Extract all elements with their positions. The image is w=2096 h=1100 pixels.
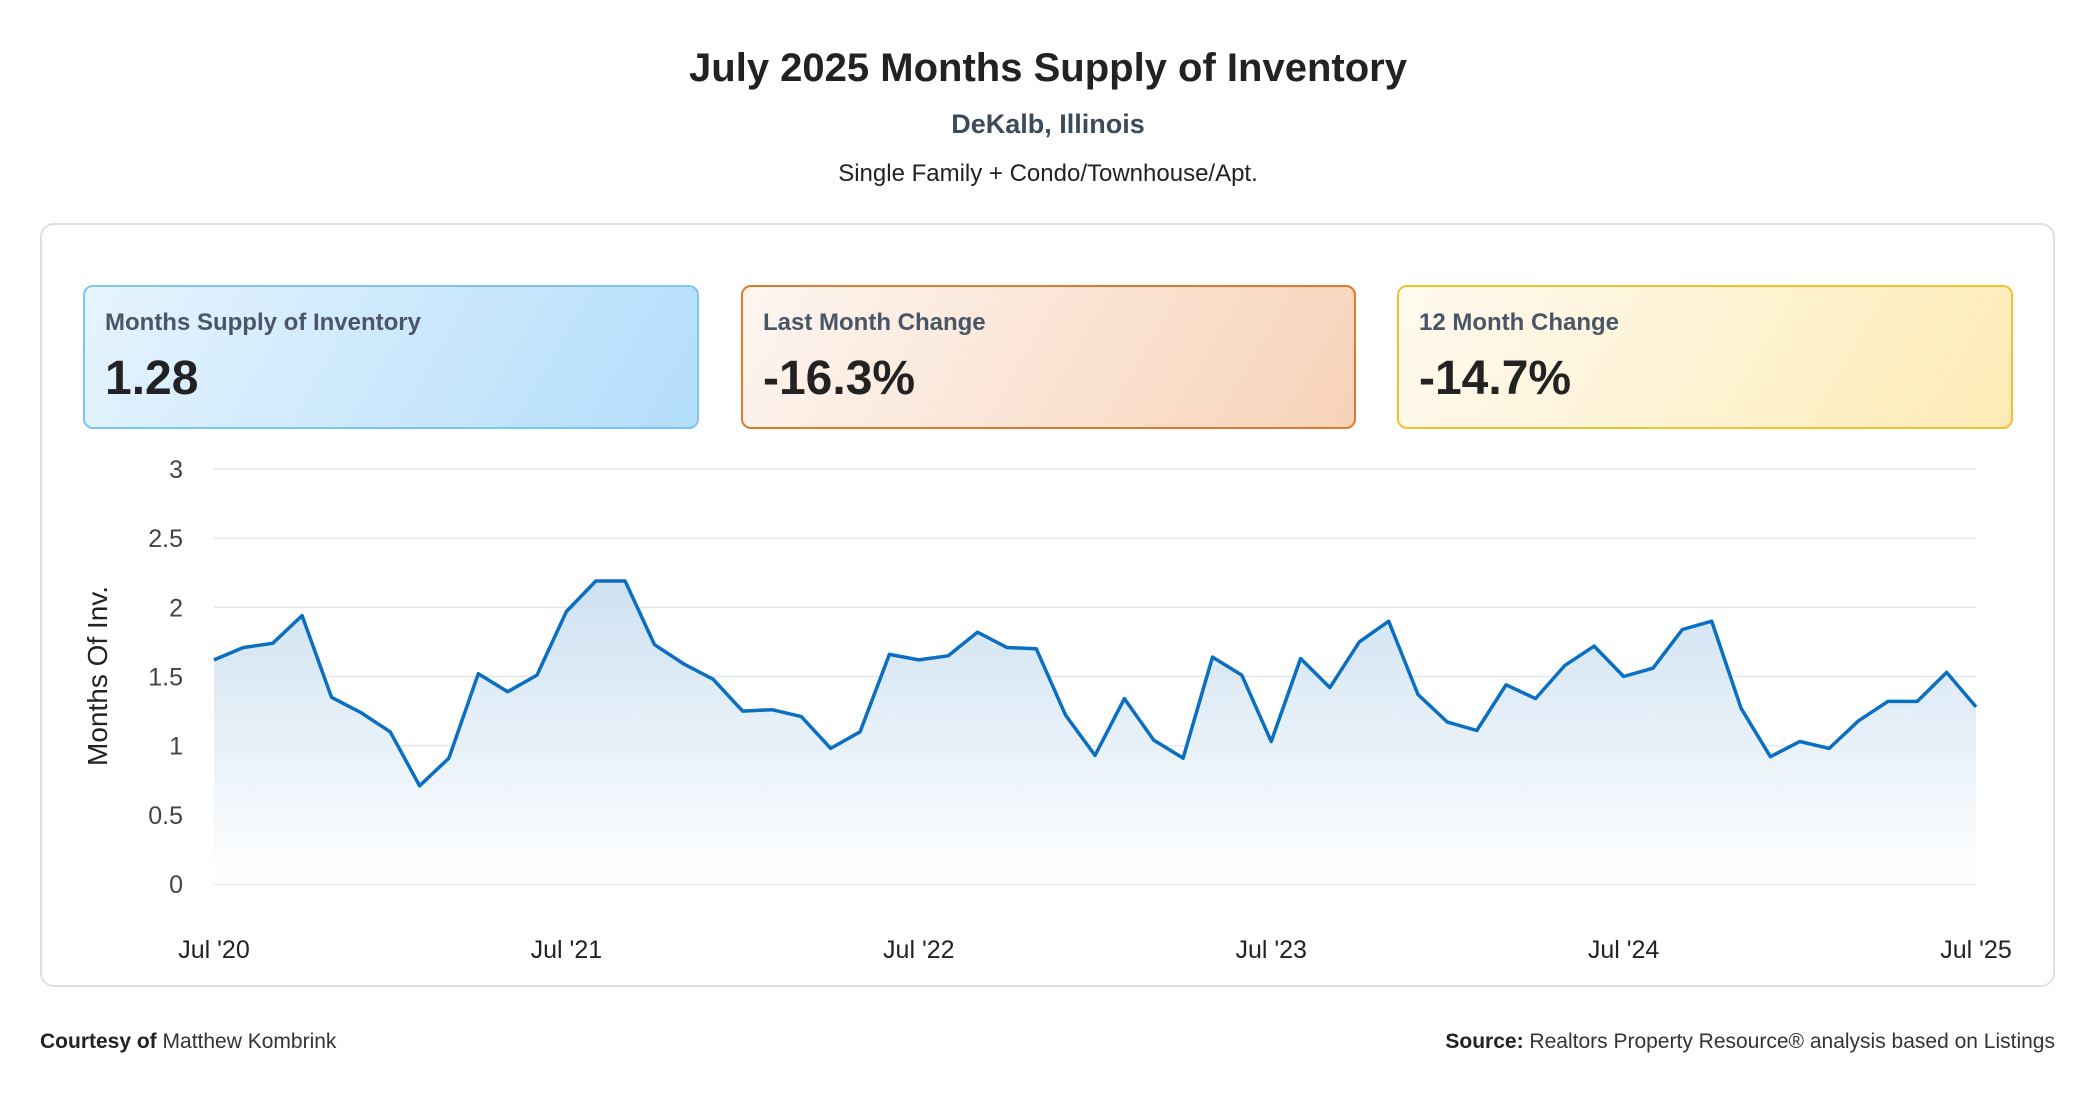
card-value: -14.7%	[1419, 352, 1572, 405]
area-fill	[214, 581, 1976, 884]
y-axis-title: Months Of Inv.	[82, 586, 113, 766]
card-value: 1.28	[105, 352, 199, 405]
chart-title: July 2025 Months Supply of Inventory	[689, 46, 1407, 90]
x-tick-label: Jul '25	[1940, 936, 2011, 964]
x-tick-label: Jul '24	[1588, 936, 1660, 964]
y-tick-label: 2	[169, 594, 183, 622]
card-months-supply: Months Supply of Inventory 1.28	[83, 285, 699, 429]
source-label: Source:	[1445, 1030, 1524, 1053]
courtesy-name: Matthew Kombrink	[162, 1030, 337, 1053]
card-last-month-change: Last Month Change -16.3%	[741, 285, 1356, 429]
source-text: Realtors Property Resource® analysis bas…	[1529, 1030, 2055, 1053]
y-tick-label: 3	[169, 456, 183, 484]
y-tick-label: 0.5	[148, 802, 183, 830]
y-tick-label: 0	[169, 871, 183, 899]
y-tick-label: 1.5	[148, 664, 183, 692]
y-tick-label: 1	[169, 733, 183, 761]
card-label: Months Supply of Inventory	[105, 309, 421, 336]
x-tick-label: Jul '22	[883, 936, 954, 964]
series-line	[213, 579, 1978, 788]
courtesy-label: Courtesy of	[40, 1030, 157, 1053]
x-tick-label: Jul '21	[531, 936, 602, 964]
source: Source: Realtors Property Resource® anal…	[1445, 1030, 2055, 1054]
card-12-month-change: 12 Month Change -14.7%	[1397, 285, 2013, 429]
x-tick-label: Jul '20	[178, 936, 249, 964]
location-subtitle: DeKalb, Illinois	[951, 109, 1145, 139]
x-tick-label: Jul '23	[1235, 936, 1306, 964]
card-label: Last Month Change	[763, 309, 986, 336]
property-types: Single Family + Condo/Townhouse/Apt.	[838, 160, 1258, 187]
y-tick-label: 2.5	[148, 525, 183, 553]
card-value: -16.3%	[763, 352, 916, 405]
card-label: 12 Month Change	[1419, 309, 1620, 336]
courtesy: Courtesy of Matthew Kombrink	[40, 1030, 336, 1054]
